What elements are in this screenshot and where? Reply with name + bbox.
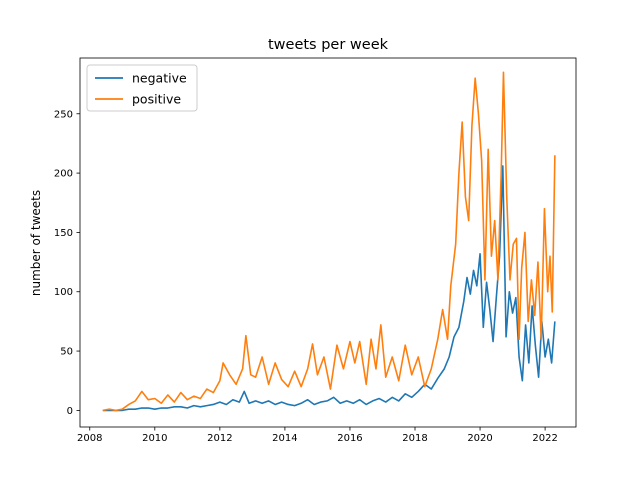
x-tick-label: 2014 [272,433,297,444]
x-tick-label: 2010 [142,433,167,444]
x-tick-label: 2020 [467,433,492,444]
plot-frame [79,57,577,428]
x-tick-label: 2016 [337,433,362,444]
legend-label-positive: positive [132,92,181,107]
axes: 2008 2010 2012 2014 2016 2018 2020 2022 0 50 100 15… [54,57,577,444]
series-line-negative [102,165,556,412]
plot-area [80,58,576,427]
y-tick-label: 250 [54,109,73,120]
legend-label-negative: negative [132,71,187,86]
x-tick-label: 2018 [402,433,427,444]
plot-content [80,58,576,427]
x-tick-label: 2022 [532,433,557,444]
y-tick-label: 100 [54,287,73,298]
series-line-positive [102,71,556,412]
x-tick-label: 2012 [207,433,232,444]
y-tick-label: 50 [60,347,73,358]
x-tick-label: 2008 [77,433,102,444]
chart-title: tweets per week [268,37,389,53]
y-tick-label: 200 [54,169,73,180]
y-tick-label: 150 [54,228,73,239]
y-axis-label: number of tweets [29,190,43,296]
legend: negative positive [86,64,198,112]
y-tick-label: 0 [67,406,73,417]
